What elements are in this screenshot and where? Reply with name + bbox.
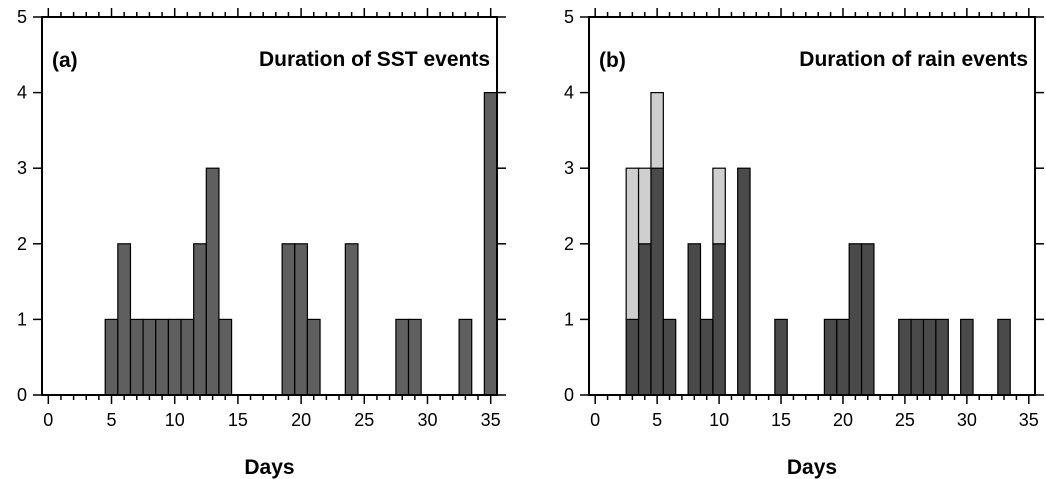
dark-bar xyxy=(637,243,652,396)
y-tick-label: 1 xyxy=(17,309,27,329)
panel-a: 0 5 10 15 20 25 30 35 0 1 2 3 4 5 (a) Duration of SST… xyxy=(17,7,506,479)
x-tick-label: 15 xyxy=(228,410,248,430)
chart-title-a: Duration of SST events xyxy=(259,48,490,71)
x-tick-label: 20 xyxy=(833,410,853,430)
dark-bar xyxy=(737,167,751,396)
x-tick-label: 30 xyxy=(957,410,977,430)
bar xyxy=(155,318,169,396)
y-tick-label: 5 xyxy=(17,7,27,27)
bar xyxy=(483,91,498,396)
bar xyxy=(205,167,220,396)
bar xyxy=(167,318,182,396)
x-tick-label: 15 xyxy=(771,410,791,430)
y-tick-label: 3 xyxy=(17,158,27,178)
dark-bar xyxy=(898,318,912,396)
bar xyxy=(104,318,119,396)
panel-label-b: (b) xyxy=(599,49,626,72)
y-tick-label: 4 xyxy=(564,83,574,103)
y-tick-label: 4 xyxy=(17,83,27,103)
x-axis-title-a: Days xyxy=(244,456,294,479)
dark-bar xyxy=(712,243,726,396)
dark-bar xyxy=(650,167,664,396)
light-bar xyxy=(637,167,652,245)
x-tick-label: 5 xyxy=(107,410,117,430)
dark-bar xyxy=(662,318,677,396)
x-tick-label: 0 xyxy=(43,410,53,430)
chart-title-b: Duration of rain events xyxy=(799,48,1028,71)
x-tick-label: 20 xyxy=(291,410,311,430)
plot-frame-b xyxy=(588,16,1036,396)
dark-bar xyxy=(960,318,974,396)
dark-bar xyxy=(625,318,640,396)
dark-bar xyxy=(935,318,949,396)
dark-bar xyxy=(848,243,863,396)
light-bar xyxy=(712,167,726,245)
dark-bar xyxy=(997,318,1011,396)
bar xyxy=(344,243,359,396)
dark-bar xyxy=(910,318,925,396)
bars-b xyxy=(589,91,1035,396)
bar xyxy=(306,318,321,396)
x-tick-label: 10 xyxy=(709,410,729,430)
dark-bar xyxy=(687,243,702,396)
plot-frame-a xyxy=(41,16,498,396)
light-bar xyxy=(650,91,664,169)
dark-bar xyxy=(836,318,850,396)
x-tick-label: 35 xyxy=(1019,410,1039,430)
bar xyxy=(294,243,309,396)
x-tick-label: 25 xyxy=(895,410,915,430)
bar xyxy=(142,318,157,396)
dark-bar xyxy=(699,318,714,396)
x-tick-label: 0 xyxy=(590,410,600,430)
y-tick-label: 0 xyxy=(564,385,574,405)
bar xyxy=(117,243,132,396)
light-bar xyxy=(625,167,640,320)
bar xyxy=(193,243,207,396)
panel-label-a: (a) xyxy=(52,49,78,72)
bar xyxy=(218,318,233,396)
y-tick-label: 1 xyxy=(564,309,574,329)
x-tick-label: 30 xyxy=(417,410,437,430)
y-tick-label: 2 xyxy=(17,234,27,254)
bars-a xyxy=(42,91,498,396)
x-tick-label: 10 xyxy=(165,410,185,430)
x-axis-title-b: Days xyxy=(787,456,837,479)
y-tick-label: 3 xyxy=(564,158,574,178)
bar xyxy=(395,318,410,396)
ticks-a: 0 5 10 15 20 25 30 35 0 1 2 3 4 5 xyxy=(17,7,506,430)
x-tick-label: 35 xyxy=(481,410,501,430)
ticks-b: 0 5 10 15 20 25 30 35 0 1 2 3 4 5 xyxy=(564,7,1044,430)
x-tick-label: 5 xyxy=(652,410,662,430)
bar xyxy=(180,318,195,396)
y-tick-label: 0 xyxy=(17,385,27,405)
y-tick-label: 2 xyxy=(564,234,574,254)
dark-bar xyxy=(922,318,937,396)
x-tick-label: 25 xyxy=(354,410,374,430)
bar xyxy=(458,318,473,396)
y-tick-label: 5 xyxy=(564,7,574,27)
dark-bar xyxy=(823,318,838,396)
bar xyxy=(281,243,296,396)
bar xyxy=(129,318,144,396)
bar xyxy=(407,318,422,396)
panel-b: 0 5 10 15 20 25 30 35 0 1 2 3 4 5 (b) Duration of rai… xyxy=(564,7,1044,479)
dark-bar xyxy=(860,243,875,396)
dark-bar xyxy=(774,318,788,396)
